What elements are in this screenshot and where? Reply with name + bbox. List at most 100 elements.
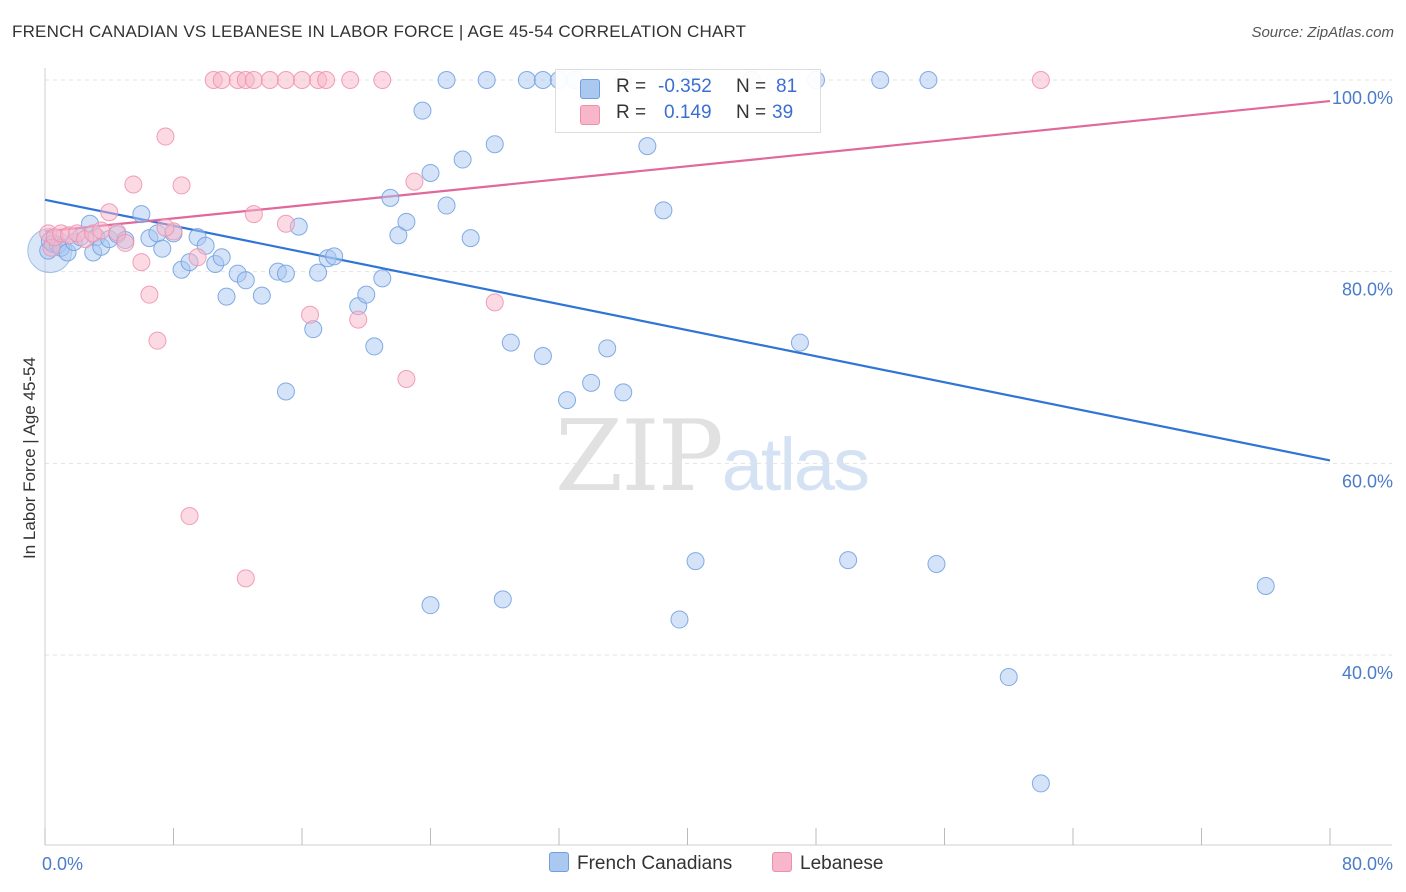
lebanese-point [301, 305, 320, 324]
lebanese-point [140, 285, 159, 304]
lebanese-point [156, 218, 175, 237]
french-canadian-point [373, 269, 392, 288]
y-tick-label: 100.0% [1332, 88, 1393, 108]
points-layer [27, 71, 1275, 793]
series-swatch-pink [772, 852, 792, 872]
legend-r-label: R = [616, 102, 647, 123]
french-canadian-point [153, 239, 172, 258]
french-canadian-point [919, 71, 938, 89]
lebanese-point [116, 233, 135, 252]
french-canadian-point [533, 347, 552, 365]
series-name-french-canadians: French Canadians [577, 853, 733, 874]
lebanese-point [397, 370, 416, 388]
french-canadian-point [276, 264, 295, 283]
lebanese-point [124, 175, 143, 194]
lebanese-point [180, 507, 199, 526]
axis-layer [44, 68, 1392, 846]
series-legend-french-canadians: French Canadians [549, 852, 732, 875]
french-canadian-point [477, 71, 496, 89]
legend-n-label: N = [736, 76, 767, 97]
french-canadian-point [437, 71, 456, 89]
x-tick-label: 0.0% [42, 854, 83, 874]
french-canadian-point [790, 333, 809, 352]
watermark-atlas: atlas [721, 423, 870, 506]
french-canadian-point [927, 554, 946, 573]
french-canadian-point [413, 101, 432, 120]
series-legend: French Canadians Lebanese [0, 852, 1406, 878]
lebanese-point [92, 221, 111, 240]
lebanese-point [276, 214, 295, 233]
french-canadian-point [493, 590, 512, 609]
french-canadian-point [325, 247, 344, 266]
french-canadian-point [501, 333, 520, 352]
french-canadian-point [485, 135, 504, 154]
french-canadian-point [461, 229, 480, 248]
lebanese-point [244, 205, 263, 224]
lebanese-point [373, 71, 392, 89]
legend-n-value: 81 [776, 76, 798, 97]
french-canadian-point [421, 163, 440, 182]
lebanese-point [276, 71, 295, 89]
french-canadian-point [309, 263, 328, 282]
y-tick-label: 40.0% [1342, 663, 1393, 683]
legend-n-value: 39 [772, 102, 794, 123]
legend-n-label: N = [736, 102, 767, 123]
legend-r-value: -0.352 [658, 76, 712, 97]
lebanese-point [244, 71, 263, 89]
lebanese-point [148, 331, 167, 350]
french-canadian-point [389, 226, 408, 245]
french-canadian-point [999, 668, 1018, 687]
french-canadian-point [437, 196, 456, 215]
french-canadian-point [638, 137, 657, 156]
series-name-lebanese: Lebanese [800, 853, 884, 874]
lebanese-point [172, 176, 191, 195]
french-canadian-point [381, 188, 400, 207]
french-canadian-point [558, 391, 577, 410]
lebanese-point [236, 569, 255, 588]
lebanese-point [349, 310, 368, 329]
lebanese-point [341, 71, 360, 89]
french-canadian-point [212, 248, 231, 267]
french-canadian-point [453, 150, 472, 169]
french-canadian-point [614, 383, 633, 402]
chart-source: Source: ZipAtlas.com [1251, 24, 1394, 41]
series-legend-lebanese: Lebanese [772, 852, 883, 875]
french-canadian-point [421, 596, 440, 615]
french-canadian-point [654, 201, 673, 220]
tick-label-layer: 40.0% 60.0% 80.0% 100.0% 0.0% 80.0% [42, 88, 1393, 874]
chart-title: FRENCH CANADIAN VS LEBANESE IN LABOR FOR… [12, 22, 747, 41]
lebanese-point [212, 71, 231, 89]
french-canadian-point [365, 337, 384, 356]
watermark: ZIPatlas [555, 400, 870, 514]
x-tick-label: 80.0% [1342, 854, 1393, 874]
lebanese-point [188, 248, 207, 267]
french-canadian-point [686, 552, 705, 571]
legend-r-value: 0.149 [664, 102, 712, 123]
french-canadian-point [839, 551, 858, 570]
grid-layer [45, 79, 1392, 656]
french-canadian-point [517, 71, 536, 89]
french-canadian-point [357, 285, 376, 304]
lebanese-point [132, 253, 151, 272]
french-canadian-point [236, 271, 255, 290]
y-tick-label: 60.0% [1342, 471, 1393, 491]
french-canadian-point [582, 373, 601, 392]
legend-swatch-blue [580, 79, 600, 99]
lebanese-point [1031, 71, 1050, 89]
lebanese-point [156, 127, 175, 146]
legend-swatch-pink [580, 105, 600, 125]
french-canadian-point [1031, 774, 1050, 793]
lebanese-point [317, 71, 336, 89]
french-canadian-point [276, 382, 295, 401]
french-canadian-point [397, 212, 416, 231]
french-canadian-point [871, 71, 890, 89]
french-canadian-point [132, 205, 151, 224]
watermark-zip: ZIP [555, 400, 724, 514]
french-canadian-trend-line [44, 198, 1331, 462]
lebanese-point [100, 203, 119, 222]
lebanese-point [485, 293, 504, 312]
correlation-legend: R = -0.352 N = 81 R = 0.149 N = 39 [555, 69, 821, 133]
lebanese-point [405, 172, 424, 191]
lebanese-point [293, 71, 311, 89]
